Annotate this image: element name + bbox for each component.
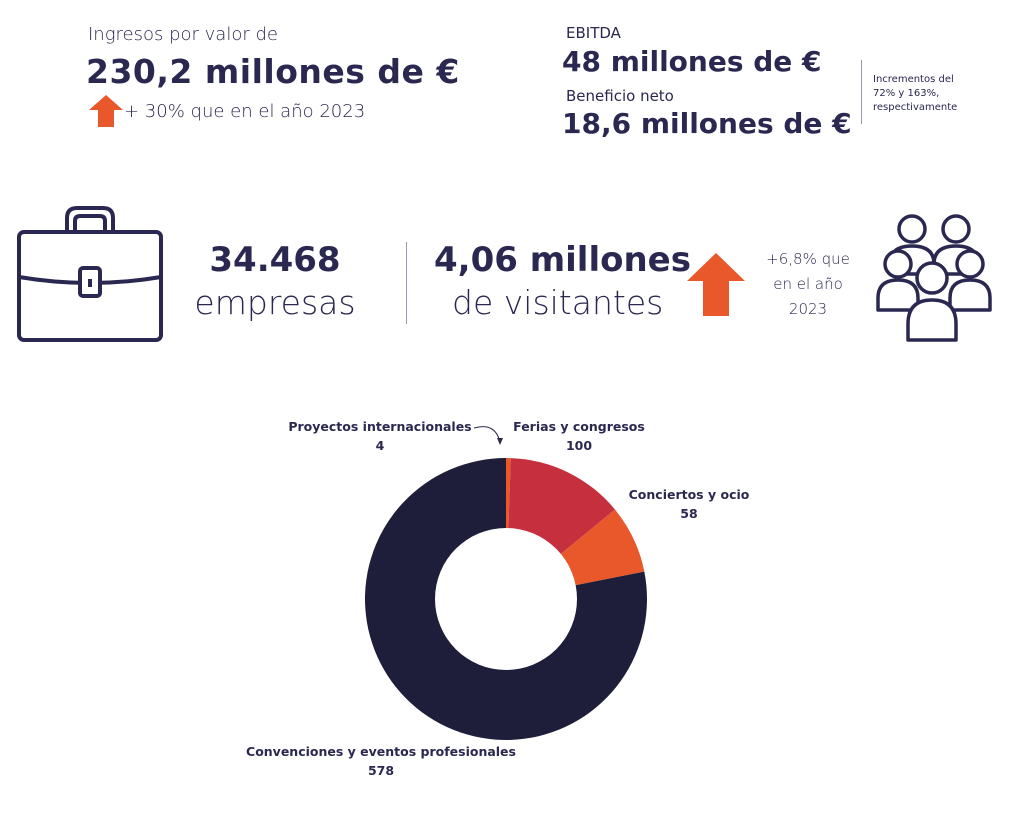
divider bbox=[861, 60, 862, 124]
net-profit-label: Beneficio neto bbox=[566, 87, 674, 105]
arrow-up-icon bbox=[89, 95, 123, 131]
donut-hole bbox=[435, 528, 577, 670]
people-icon bbox=[874, 212, 994, 348]
revenue-growth: + 30% que en el año 2023 bbox=[124, 101, 366, 122]
callout-line bbox=[473, 426, 501, 443]
label-conciertos-y-ocio: Conciertos y ocio bbox=[629, 487, 750, 502]
visitors-growth: +6,8% que en el año 2023 bbox=[758, 247, 858, 322]
divider bbox=[406, 242, 407, 324]
companies-label: empresas bbox=[194, 283, 356, 322]
visitors-value: 4,06 millones bbox=[434, 240, 691, 280]
arrow-up-icon bbox=[687, 253, 745, 320]
value-proyectos-internacionales: 4 bbox=[376, 438, 385, 453]
value-convenciones-y-eventos: 578 bbox=[368, 763, 394, 778]
value-conciertos-y-ocio: 58 bbox=[680, 506, 697, 521]
value-ferias-y-congresos: 100 bbox=[566, 438, 592, 453]
ebitda-label: EBITDA bbox=[566, 24, 621, 42]
revenue-label: Ingresos por valor de bbox=[88, 24, 278, 45]
visitors-growth-line: +6,8% que bbox=[766, 250, 850, 268]
increments-note: Incrementos del 72% y 163%, respectivame… bbox=[873, 74, 958, 113]
briefcase-icon bbox=[17, 205, 163, 347]
visitors-growth-line: 2023 bbox=[788, 300, 828, 318]
net-profit-value: 18,6 millones de € bbox=[562, 107, 852, 140]
companies-value: 34.468 bbox=[209, 240, 341, 280]
revenue-value: 230,2 millones de € bbox=[86, 52, 460, 91]
donut-chart: Proyectos internacionales 4 Ferias y con… bbox=[246, 419, 750, 778]
ebitda-value: 48 millones de € bbox=[562, 45, 822, 78]
label-ferias-y-congresos: Ferias y congresos bbox=[513, 419, 645, 434]
visitors-label: de visitantes bbox=[452, 283, 664, 322]
label-proyectos-internacionales: Proyectos internacionales bbox=[288, 419, 471, 434]
label-convenciones-y-eventos: Convenciones y eventos profesionales bbox=[246, 744, 516, 759]
visitors-growth-line: en el año bbox=[773, 275, 843, 293]
callout-arrowhead bbox=[497, 438, 503, 445]
